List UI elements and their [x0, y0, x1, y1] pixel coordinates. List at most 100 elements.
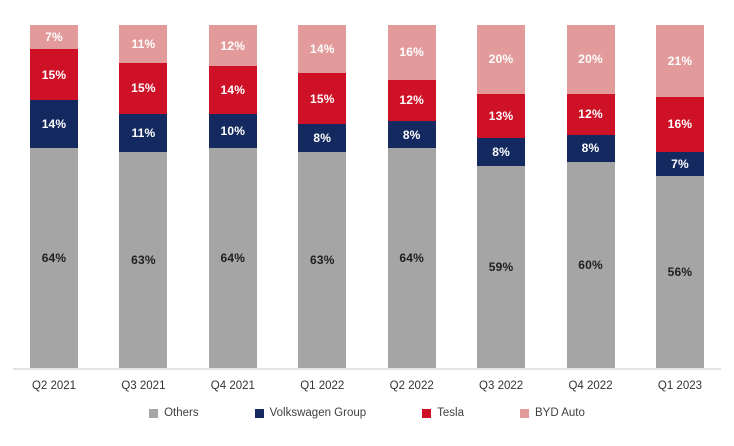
legend-item-others: Others — [149, 407, 199, 419]
x-tick-text: Q2 2021 — [31, 380, 77, 392]
segment-value-label: 15% — [41, 67, 67, 82]
segment-value-label: 8% — [492, 144, 510, 159]
legend-swatch-icon — [254, 408, 264, 418]
stacked-bar-q2-2021: 7% 15% 14% 64% — [30, 25, 78, 368]
bar-segment-others: 56% — [655, 175, 704, 368]
segment-value-label: 14% — [41, 117, 67, 132]
segment-value-label: 11% — [131, 126, 156, 141]
bar-segment-byd-auto: 11% — [119, 25, 168, 63]
bar-segment-byd-auto: 12% — [208, 25, 257, 67]
stacked-bar-q3-2021: 11% 15% 11% 63% — [119, 25, 168, 368]
segment-value-label: 14% — [309, 42, 335, 56]
segment-value-label: 12% — [578, 107, 603, 122]
legend-item-volkswagen-group: Volkswagen Group — [254, 407, 367, 419]
segment-value-label: 21% — [667, 54, 693, 68]
bar-segment-tesla: 16% — [655, 97, 704, 152]
bar-segment-others: 59% — [477, 165, 526, 368]
segment-value-label: 8% — [402, 127, 421, 142]
bar-segment-volkswagen-group: 7% — [655, 151, 704, 176]
segment-value-label: 64% — [399, 251, 424, 266]
segment-value-label: 16% — [667, 117, 693, 132]
bar-segment-others: 64% — [208, 148, 257, 368]
bar-segment-volkswagen-group: 11% — [119, 114, 168, 152]
bar-segment-volkswagen-group: 8% — [477, 138, 526, 166]
bar-segment-tesla: 12% — [566, 93, 615, 135]
stacked-bar-q1-2022: 14% 15% 8% 63% — [298, 25, 347, 368]
segment-value-label: 13% — [488, 108, 514, 123]
x-tick-label: Q4 2021 — [209, 380, 257, 392]
x-tick-text: Q3 2021 — [121, 380, 166, 392]
bar-segment-byd-auto: 7% — [30, 25, 78, 49]
segment-value-label: 60% — [578, 258, 603, 273]
bar-segment-byd-auto: 14% — [298, 25, 347, 74]
legend-label: Volkswagen Group — [269, 407, 367, 419]
segment-value-label: 11% — [131, 36, 156, 51]
bar-segment-others: 64% — [30, 148, 78, 368]
segment-value-label: 7% — [45, 30, 63, 44]
x-tick-label: Q1 2023 — [656, 380, 704, 392]
bar-segment-volkswagen-group: 8% — [387, 121, 436, 149]
segment-value-label: 64% — [220, 251, 246, 266]
x-tick-label: Q2 2021 — [30, 380, 78, 392]
x-tick-label: Q2 2022 — [388, 380, 436, 392]
plot-area: 7% 15% 14% 64% 11% 15% 11% 63% 12% 14% 10% 64% 14% 15… — [13, 25, 721, 370]
bar-segment-others: 60% — [566, 162, 615, 368]
bar-segment-tesla: 14% — [208, 66, 257, 115]
stacked-bar-q4-2022: 20% 12% 8% 60% — [566, 25, 615, 368]
x-tick-label: Q1 2022 — [298, 380, 346, 392]
bar-segment-tesla: 15% — [30, 49, 78, 101]
bar-segment-byd-auto: 20% — [477, 25, 526, 94]
legend-item-byd-auto: BYD Auto — [520, 407, 585, 419]
segment-value-label: 20% — [488, 52, 514, 67]
bar-segment-tesla: 13% — [477, 93, 526, 139]
legend-swatch-icon — [520, 408, 530, 418]
x-tick-text: Q4 2021 — [210, 380, 255, 392]
legend-label: Tesla — [437, 407, 465, 419]
segment-value-label: 12% — [399, 93, 424, 108]
bar-segment-others: 63% — [119, 151, 168, 368]
bar-segment-volkswagen-group: 8% — [298, 124, 347, 152]
segment-value-label: 15% — [309, 91, 335, 106]
segment-value-label: 59% — [488, 259, 514, 274]
segment-value-label: 7% — [671, 156, 689, 171]
legend: Others Volkswagen Group Tesla BYD Auto — [0, 407, 734, 419]
stacked-bar-q1-2023: 21% 16% 7% 56% — [655, 25, 704, 368]
x-tick-text: Q1 2022 — [300, 380, 345, 392]
market-share-chart: 7% 15% 14% 64% 11% 15% 11% 63% 12% 14% 10% 64% 14% 15… — [0, 25, 734, 419]
bar-segment-byd-auto: 16% — [387, 25, 436, 80]
bar-segment-others: 64% — [387, 148, 436, 368]
segment-value-label: 64% — [41, 251, 67, 266]
segment-value-label: 63% — [309, 252, 335, 267]
bar-segment-volkswagen-group: 14% — [30, 100, 78, 149]
bar-segment-tesla: 15% — [298, 73, 347, 125]
x-tick-text: Q1 2023 — [657, 380, 703, 392]
segment-value-label: 15% — [131, 81, 156, 96]
stacked-bar-q4-2021: 12% 14% 10% 64% — [208, 25, 257, 368]
segment-value-label: 14% — [220, 83, 246, 98]
legend-label: BYD Auto — [535, 407, 585, 419]
stacked-bar-q2-2022: 16% 12% 8% 64% — [387, 25, 436, 368]
x-tick-label: Q3 2021 — [119, 380, 167, 392]
segment-value-label: 20% — [578, 52, 603, 67]
bar-segment-byd-auto: 21% — [655, 25, 704, 98]
segment-value-label: 63% — [131, 252, 156, 267]
segment-value-label: 10% — [220, 124, 246, 139]
segment-value-label: 12% — [220, 38, 246, 53]
bar-segment-tesla: 15% — [119, 62, 168, 115]
segment-value-label: 16% — [399, 45, 424, 60]
legend-swatch-icon — [149, 408, 159, 418]
x-axis: Q2 2021 Q3 2021 Q4 2021 Q1 2022 Q2 2022 Q3 20… — [13, 370, 721, 402]
legend-item-tesla: Tesla — [422, 407, 464, 419]
bar-segment-byd-auto: 20% — [566, 25, 615, 94]
x-tick-label: Q3 2022 — [477, 380, 525, 392]
x-tick-text: Q4 2022 — [568, 380, 613, 392]
x-tick-text: Q2 2022 — [389, 380, 434, 392]
bar-segment-others: 63% — [298, 151, 347, 368]
x-tick-label: Q4 2022 — [567, 380, 615, 392]
legend-label: Others — [164, 407, 199, 419]
segment-value-label: 8% — [313, 131, 332, 146]
bar-segment-volkswagen-group: 8% — [566, 134, 615, 163]
bar-segment-tesla: 12% — [387, 79, 436, 122]
bar-segment-volkswagen-group: 10% — [208, 114, 257, 149]
stacked-bar-q3-2022: 20% 13% 8% 59% — [477, 25, 526, 368]
